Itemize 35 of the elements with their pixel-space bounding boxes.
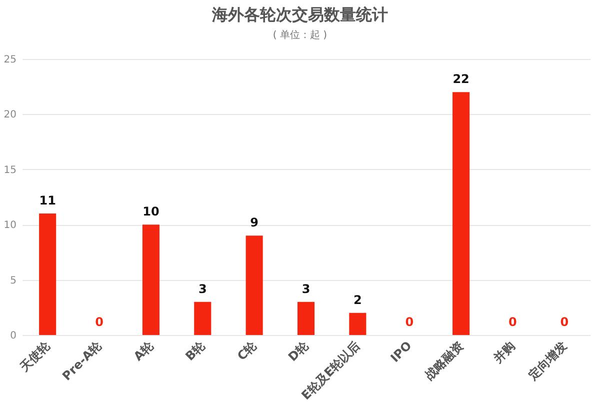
data-label: 9 xyxy=(250,216,258,230)
y-tick-label: 5 xyxy=(10,275,16,286)
x-tick-label: 并购 xyxy=(490,338,518,366)
x-tick-label: 战略融资 xyxy=(422,338,466,382)
y-tick-label: 25 xyxy=(4,54,16,66)
data-label: 22 xyxy=(452,72,470,86)
x-tick-label: 天使轮 xyxy=(16,338,54,375)
y-tick-label: 15 xyxy=(4,164,16,176)
data-label: 0 xyxy=(95,315,104,329)
x-tick-label: B轮 xyxy=(182,338,208,364)
data-label: 0 xyxy=(560,315,569,329)
chart-title: 海外各轮次交易数量统计 xyxy=(211,5,388,24)
data-label: 0 xyxy=(405,315,414,329)
x-tick-label: A轮 xyxy=(130,338,157,364)
bar xyxy=(142,224,160,335)
x-tick-label: IPO xyxy=(388,338,414,366)
data-label: 3 xyxy=(198,282,207,296)
bar xyxy=(194,302,212,335)
data-label: 2 xyxy=(354,292,362,307)
bar xyxy=(297,302,315,335)
bar xyxy=(39,214,56,335)
y-tick-label: 0 xyxy=(10,330,16,342)
y-tick-label: 20 xyxy=(4,110,16,121)
data-label: 3 xyxy=(302,282,310,296)
y-tick-label: 10 xyxy=(4,220,16,232)
data-label: 11 xyxy=(39,194,56,208)
bar xyxy=(349,312,366,335)
x-tick-label: C轮 xyxy=(234,338,260,364)
bar xyxy=(452,92,470,335)
chart-subtitle: ( 单位：起 ) xyxy=(272,29,328,41)
data-label: 10 xyxy=(142,204,160,219)
data-label: 0 xyxy=(508,315,517,329)
x-tick-label: D轮 xyxy=(286,338,312,364)
x-tick-label: 定向增发 xyxy=(524,338,570,384)
bar xyxy=(246,236,263,335)
